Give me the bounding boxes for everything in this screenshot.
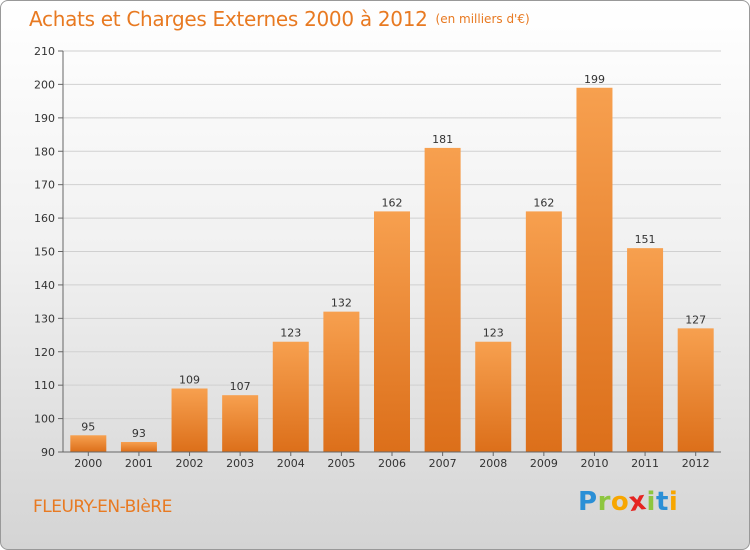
x-tick-label: 2011 [631,457,659,470]
y-tick-label: 150 [34,246,55,259]
chart-subtitle: (en milliers d'€) [435,12,530,26]
y-tick-label: 180 [34,145,55,158]
x-tick-label: 2009 [530,457,558,470]
bar-value-label: 123 [280,327,301,340]
bar [70,435,107,452]
bar [222,395,259,452]
logo-letter: P [578,487,598,517]
bar [171,388,208,452]
y-tick-label: 90 [41,446,55,459]
y-tick-label: 110 [34,379,55,392]
logo-letter: r [597,487,611,517]
y-tick-label: 140 [34,279,55,292]
bar-value-label: 127 [685,313,706,326]
x-tick-label: 2010 [580,457,608,470]
logo-letter: t [655,487,669,517]
logo-letter: i [646,487,656,517]
bar-value-label: 162 [382,196,403,209]
bar-value-label: 123 [483,327,504,340]
y-tick-label: 190 [34,112,55,125]
bar [576,87,613,452]
x-tick-label: 2005 [327,457,355,470]
y-tick-label: 210 [34,45,55,58]
x-tick-label: 2012 [682,457,710,470]
x-tick-label: 2000 [74,457,102,470]
bar-value-label: 93 [132,427,146,440]
bar-value-label: 95 [81,420,95,433]
title-text: Achats et Charges Externes 2000 à 2012 [29,7,428,31]
y-tick-label: 100 [34,413,55,426]
bar-value-label: 151 [635,233,656,246]
y-tick-label: 170 [34,179,55,192]
x-tick-label: 2004 [277,457,305,470]
bar [120,441,157,452]
bar [525,211,562,452]
x-tick-label: 2006 [378,457,406,470]
bar [475,341,512,452]
x-tick-label: 2003 [226,457,254,470]
bar [323,311,360,452]
labels: 90 100 110 120 130 140 150 160 170 180 190 200 210 95… [34,45,710,470]
logo-letter: o [610,487,630,517]
chart-title: Achats et Charges Externes 2000 à 2012 (e… [29,7,530,31]
bar-value-label: 199 [584,73,605,86]
bars [70,87,714,453]
bar [272,341,309,452]
y-tick-label: 120 [34,346,55,359]
bar-value-label: 162 [533,196,554,209]
bar [677,328,714,452]
bar-value-label: 107 [230,380,251,393]
logo-letter: i [668,487,679,517]
bar [627,248,664,452]
bar [424,147,461,453]
x-tick-label: 2001 [125,457,153,470]
commune-name: FLEURY-EN-BIèRE [33,497,172,517]
bar-value-label: 181 [432,133,453,146]
x-tick-label: 2002 [176,457,204,470]
x-tick-label: 2008 [479,457,507,470]
axes [58,50,721,456]
bar-value-label: 109 [179,374,200,387]
proxiti-logo: Proxiti [578,485,679,519]
y-tick-label: 130 [34,312,55,325]
y-tick-label: 200 [34,78,55,91]
x-tick-label: 2007 [429,457,457,470]
y-tick-label: 160 [34,212,55,225]
logo-letter: x [627,485,649,519]
bar [374,211,410,452]
bar-value-label: 132 [331,297,352,310]
